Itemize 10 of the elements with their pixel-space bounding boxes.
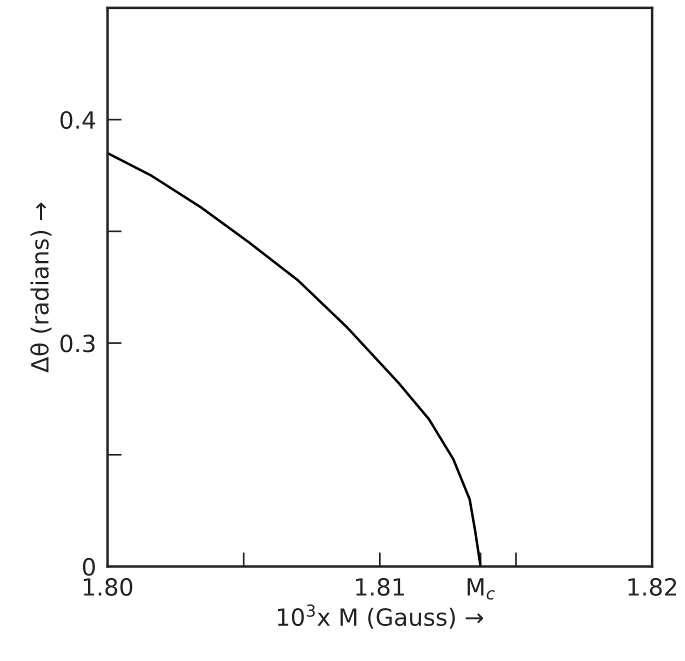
y-axis-title: Δθ (radians) → bbox=[30, 202, 52, 373]
x-tick-label: 1.80 bbox=[84, 578, 132, 596]
y-tick-label: 0.4 bbox=[60, 111, 96, 129]
y-tick-label: 0 bbox=[82, 558, 95, 576]
line-series bbox=[108, 152, 482, 566]
x-tick-label: M$_{c}$ bbox=[468, 578, 495, 600]
x-tick-label: 1.82 bbox=[628, 578, 676, 596]
x-tick-label: 1.81 bbox=[356, 578, 404, 596]
x-axis-title: 10$^{3}$x M (Gauss) → bbox=[278, 604, 484, 629]
y-tick-label: 0.3 bbox=[60, 334, 95, 352]
